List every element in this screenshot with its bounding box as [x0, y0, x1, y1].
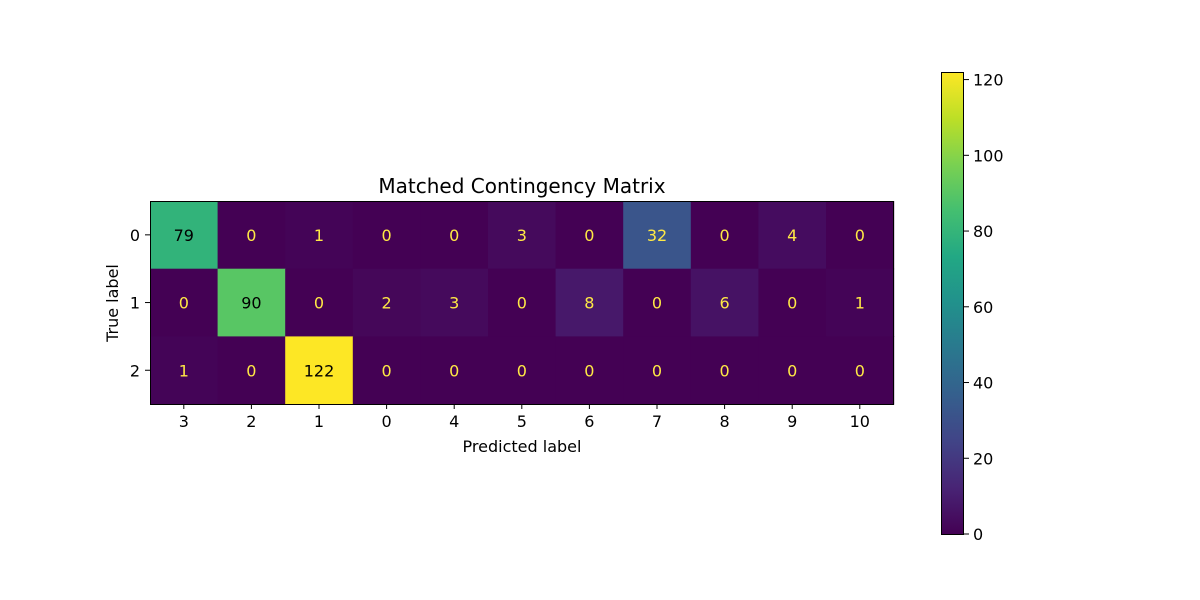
x-tick-label: 4: [449, 412, 459, 431]
y-axis-label: True label: [103, 264, 122, 343]
heatmap-cell-labels: 79 0 1 0 0 3 0 32 0 4 0 0 90 0 2 3 0 8 0 6 0 1 1 0 122 0 0 0 0 0 0 0 0: [174, 226, 865, 380]
colorbar-gradient: [941, 72, 964, 534]
colorbar-tick-label: 60: [973, 298, 993, 317]
heatmap-cell: [690, 268, 759, 337]
heatmap-cell: [623, 268, 692, 337]
cell-value-label: 8: [584, 294, 594, 313]
heatmap-cell: [826, 336, 895, 405]
cell-value-label: 3: [517, 226, 527, 245]
heatmap-cell: [758, 336, 827, 405]
heatmap-cell: [150, 201, 219, 270]
colorbar-frame: [941, 72, 964, 535]
x-axis-ticks: 3 2 1 0 4 5 6 7 8 9 10: [179, 404, 870, 431]
cell-value-label: 2: [382, 294, 392, 313]
heatmap-cell: [488, 201, 557, 270]
heatmap-cell: [285, 336, 354, 405]
cell-value-label: 0: [517, 361, 527, 380]
heatmap-cell: [623, 336, 692, 405]
y-tick-label: 2: [130, 361, 140, 380]
x-tick-label: 5: [517, 412, 527, 431]
colorbar-ticks: 0 20 40 60 80 100 120: [964, 71, 1004, 544]
cell-value-label: 6: [720, 294, 730, 313]
cell-value-label: 3: [449, 294, 459, 313]
heatmap-cell: [623, 201, 692, 270]
cell-value-label: 0: [787, 361, 797, 380]
cell-value-label: 0: [314, 294, 324, 313]
chart-title: Matched Contingency Matrix: [378, 174, 665, 198]
colorbar-tick-label: 0: [973, 525, 983, 544]
heatmap-cell: [352, 336, 421, 405]
heatmap-cell: [826, 201, 895, 270]
heatmap-cell: [285, 268, 354, 337]
cell-value-label: 122: [304, 361, 335, 380]
cell-value-label: 0: [720, 226, 730, 245]
x-tick-label: 2: [246, 412, 256, 431]
heatmap-cell: [217, 201, 286, 270]
heatmap-cell: [352, 268, 421, 337]
heatmap-cell: [285, 201, 354, 270]
heatmap-cell: [555, 268, 624, 337]
x-tick-label: 10: [850, 412, 870, 431]
cell-value-label: 0: [179, 294, 189, 313]
heatmap-cell: [150, 336, 219, 405]
x-axis-label: Predicted label: [463, 437, 582, 456]
heatmap-cell: [758, 268, 827, 337]
cell-value-label: 0: [517, 294, 527, 313]
y-tick-label: 1: [130, 294, 140, 313]
cell-value-label: 4: [787, 226, 797, 245]
cell-value-label: 0: [720, 361, 730, 380]
heatmap-cell: [690, 336, 759, 405]
y-tick-label: 0: [130, 226, 140, 245]
cell-value-label: 0: [246, 361, 256, 380]
cell-value-label: 0: [584, 226, 594, 245]
heatmap-cell: [420, 336, 489, 405]
x-tick-label: 6: [584, 412, 594, 431]
cell-value-label: 1: [314, 226, 324, 245]
heatmap-cells: [150, 201, 895, 405]
cell-value-label: 0: [449, 226, 459, 245]
cell-value-label: 0: [652, 361, 662, 380]
colorbar-tick-label: 100: [973, 146, 1004, 165]
cell-value-label: 0: [382, 226, 392, 245]
cell-value-label: 0: [584, 361, 594, 380]
x-tick-label: 0: [382, 412, 392, 431]
cell-value-label: 90: [241, 294, 261, 313]
colorbar-tick-label: 20: [973, 449, 993, 468]
heatmap-cell: [826, 268, 895, 337]
heatmap-cell: [217, 336, 286, 405]
colorbar-tick-label: 40: [973, 374, 993, 393]
heatmap-cell: [758, 201, 827, 270]
colorbar-tick-label: 120: [973, 71, 1004, 90]
x-tick-label: 1: [314, 412, 324, 431]
heatmap-cell: [352, 201, 421, 270]
cell-value-label: 32: [647, 226, 667, 245]
cell-value-label: 0: [449, 361, 459, 380]
heatmap-cell: [217, 268, 286, 337]
cell-value-label: 0: [855, 226, 865, 245]
heatmap-cell: [690, 201, 759, 270]
heatmap-cell: [555, 336, 624, 405]
cell-value-label: 79: [174, 226, 194, 245]
colorbar-tick-label: 80: [973, 222, 993, 241]
cell-value-label: 1: [855, 294, 865, 313]
cell-value-label: 0: [382, 361, 392, 380]
heatmap-cell: [555, 201, 624, 270]
cell-value-label: 1: [179, 361, 189, 380]
heatmap-cell: [488, 336, 557, 405]
x-tick-label: 7: [652, 412, 662, 431]
colorbar: [941, 72, 964, 535]
y-axis-ticks: 0 1 2: [130, 226, 150, 380]
heatmap-cell: [420, 268, 489, 337]
x-tick-label: 8: [720, 412, 730, 431]
x-tick-label: 9: [787, 412, 797, 431]
cell-value-label: 0: [246, 226, 256, 245]
cell-value-label: 0: [787, 294, 797, 313]
cell-value-label: 0: [855, 361, 865, 380]
x-tick-label: 3: [179, 412, 189, 431]
heatmap-cell: [420, 201, 489, 270]
heatmap-cell: [488, 268, 557, 337]
heatmap-cell: [150, 268, 219, 337]
cell-value-label: 0: [652, 294, 662, 313]
